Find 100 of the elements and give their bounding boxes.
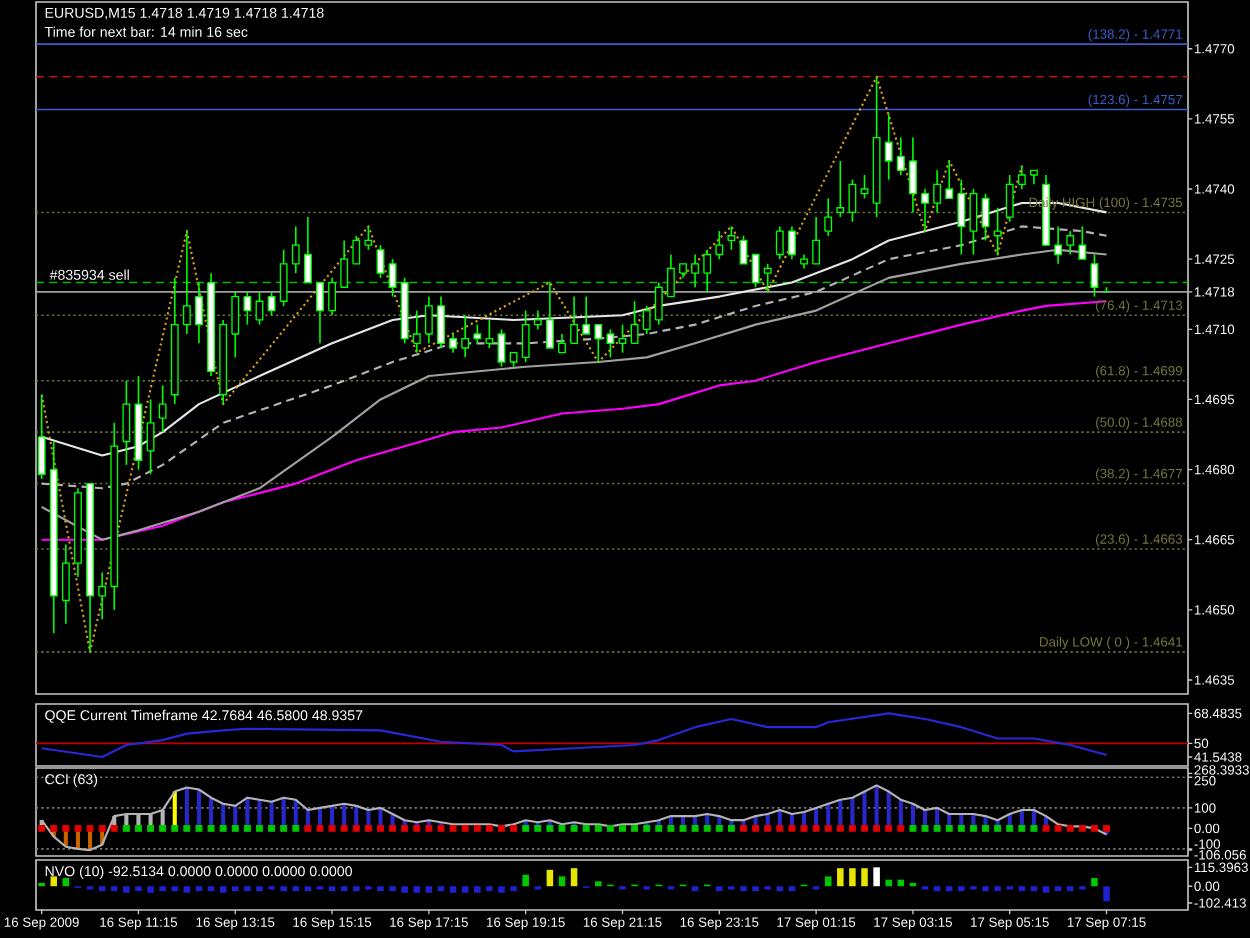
candlestick [461, 314, 470, 359]
bar [824, 876, 832, 887]
candlestick [37, 393, 46, 480]
candlestick [255, 291, 264, 326]
bar [885, 879, 892, 887]
candlestick [1078, 225, 1087, 260]
bar [994, 886, 1001, 892]
candlestick [703, 249, 712, 293]
candlestick [158, 384, 167, 433]
candlestick [243, 291, 252, 326]
candlestick [933, 169, 942, 214]
bar [256, 886, 263, 892]
bar [837, 868, 844, 887]
candlestick [848, 178, 857, 223]
candlestick [182, 230, 191, 335]
bar [244, 886, 251, 892]
candlestick [412, 309, 421, 354]
candlestick [763, 263, 772, 293]
bar [861, 868, 868, 887]
bar [413, 886, 421, 893]
candlestick [945, 160, 954, 200]
line-series [40, 75, 1023, 653]
bar [195, 886, 203, 892]
bar [546, 869, 554, 887]
bar [219, 886, 227, 893]
candlestick [1017, 164, 1026, 190]
candlestick [993, 206, 1002, 256]
bar [123, 886, 130, 893]
candlestick [558, 333, 566, 354]
bar [292, 886, 300, 892]
candlestick [533, 309, 542, 331]
bar [498, 886, 505, 893]
bar [340, 886, 348, 892]
candlestick [122, 379, 131, 466]
candlestick [364, 225, 373, 251]
bar [486, 886, 493, 892]
bar [304, 886, 312, 892]
candlestick [61, 543, 70, 625]
candlestick [279, 249, 288, 307]
bar [328, 886, 336, 892]
candlestick [896, 136, 905, 176]
bar [159, 886, 166, 892]
candlestick [921, 188, 929, 232]
bar [207, 886, 215, 892]
candlestick [291, 225, 300, 274]
bar [147, 886, 154, 893]
bar [110, 886, 118, 892]
bar [377, 886, 384, 892]
candlestick [485, 319, 494, 349]
bar [873, 867, 880, 887]
candlestick [642, 305, 651, 335]
candlestick [424, 295, 433, 345]
candlestick [497, 328, 506, 368]
candlestick [545, 281, 554, 349]
candlestick [957, 178, 966, 256]
bar [389, 886, 396, 892]
candlestick [521, 309, 530, 363]
bar [280, 886, 287, 892]
bar [449, 886, 457, 893]
candlestick [751, 253, 760, 289]
bar [1054, 886, 1062, 892]
bar [1030, 886, 1038, 892]
candlestick [316, 281, 324, 345]
candlestick [303, 216, 312, 284]
bar [171, 886, 179, 892]
bar [691, 886, 699, 892]
bar [461, 886, 469, 893]
bar [958, 886, 965, 892]
bar [558, 876, 566, 887]
candlestick [1005, 174, 1014, 223]
candlestick [715, 230, 724, 260]
candlestick [328, 277, 337, 317]
candlestick [727, 225, 736, 251]
bar [425, 886, 433, 893]
candlestick [376, 244, 385, 279]
candlestick [340, 239, 349, 289]
candlestick [969, 188, 978, 256]
bar [982, 886, 989, 892]
line-series [40, 712, 1108, 759]
candlestick [267, 291, 276, 317]
bar [1091, 878, 1098, 887]
candlestick [352, 234, 361, 265]
bar [353, 886, 360, 892]
bar [522, 874, 529, 887]
candlestick [449, 333, 458, 354]
bar [933, 886, 941, 892]
bar [135, 886, 142, 892]
candlestick [860, 174, 869, 200]
candlestick [618, 323, 627, 354]
bar [50, 876, 58, 887]
candlestick [606, 328, 615, 359]
candlestick [824, 197, 833, 237]
candlestick [570, 295, 579, 345]
bar [752, 886, 759, 892]
bar [570, 868, 578, 887]
bar [1018, 886, 1026, 892]
bar [716, 886, 723, 892]
bar [1066, 886, 1074, 892]
candlestick [739, 234, 748, 265]
candlestick [195, 281, 203, 345]
